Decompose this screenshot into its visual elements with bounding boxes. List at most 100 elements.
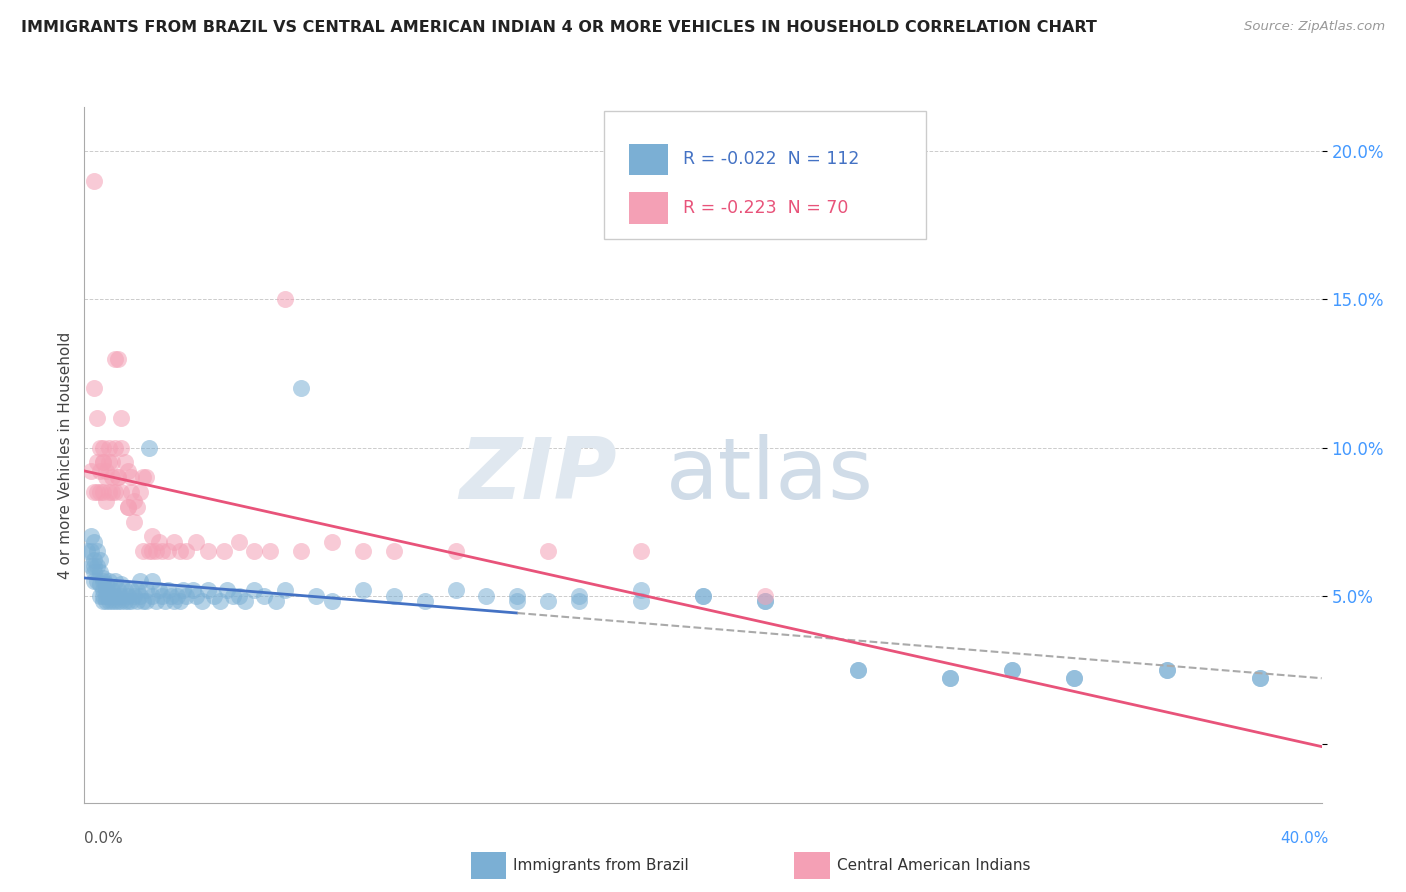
Point xyxy=(117,589,139,603)
Point xyxy=(89,441,111,455)
Point xyxy=(114,594,136,608)
Point xyxy=(141,544,163,558)
Point xyxy=(444,544,467,558)
Point xyxy=(83,553,105,567)
Point xyxy=(125,594,148,608)
Point xyxy=(215,582,238,597)
Point xyxy=(444,582,467,597)
Point xyxy=(91,594,114,608)
Point xyxy=(94,493,117,508)
Point xyxy=(104,594,127,608)
Point xyxy=(212,544,235,558)
Point xyxy=(94,464,117,478)
Point xyxy=(132,470,155,484)
Point xyxy=(537,594,560,608)
Point xyxy=(228,535,250,549)
Point xyxy=(83,484,105,499)
Point xyxy=(1249,672,1271,686)
Point xyxy=(86,544,108,558)
Point xyxy=(83,558,105,573)
Text: 40.0%: 40.0% xyxy=(1281,831,1329,846)
Point xyxy=(1156,663,1178,677)
Point xyxy=(290,381,312,395)
Point xyxy=(475,589,498,603)
Point xyxy=(135,470,157,484)
Point xyxy=(86,455,108,469)
Point xyxy=(243,544,266,558)
Point xyxy=(98,455,121,469)
Point xyxy=(259,544,281,558)
Point xyxy=(163,594,186,608)
Point xyxy=(79,544,101,558)
Point xyxy=(321,535,343,549)
Point xyxy=(1156,663,1178,677)
Point xyxy=(352,582,374,597)
Point xyxy=(89,484,111,499)
Text: Source: ZipAtlas.com: Source: ZipAtlas.com xyxy=(1244,20,1385,33)
Point xyxy=(939,672,962,686)
Point xyxy=(83,574,105,588)
Point xyxy=(89,565,111,579)
Point xyxy=(754,594,776,608)
Point xyxy=(101,455,124,469)
Point xyxy=(160,589,183,603)
Point xyxy=(83,535,105,549)
Text: R = -0.022  N = 112: R = -0.022 N = 112 xyxy=(683,150,859,169)
Text: R = -0.223  N = 70: R = -0.223 N = 70 xyxy=(683,199,849,217)
Point xyxy=(1063,672,1085,686)
Point xyxy=(101,589,124,603)
Point xyxy=(114,582,136,597)
Y-axis label: 4 or more Vehicles in Household: 4 or more Vehicles in Household xyxy=(58,331,73,579)
Point xyxy=(138,544,160,558)
Point xyxy=(176,544,198,558)
Point xyxy=(76,544,98,558)
Point xyxy=(181,582,204,597)
Point xyxy=(274,293,297,307)
Point xyxy=(191,594,214,608)
Point xyxy=(129,484,152,499)
Point xyxy=(98,594,121,608)
Point xyxy=(89,589,111,603)
Point xyxy=(169,544,191,558)
Text: 0.0%: 0.0% xyxy=(84,831,124,846)
Point xyxy=(129,589,152,603)
Point xyxy=(141,574,163,588)
Point xyxy=(1063,672,1085,686)
Point xyxy=(98,574,121,588)
Point xyxy=(382,589,405,603)
Point xyxy=(148,535,170,549)
Point xyxy=(166,589,188,603)
Point xyxy=(120,484,142,499)
Point xyxy=(122,515,145,529)
Point xyxy=(110,589,132,603)
Point xyxy=(1001,663,1024,677)
Point xyxy=(321,594,343,608)
Point xyxy=(163,535,186,549)
Text: ZIP: ZIP xyxy=(458,434,616,517)
Point xyxy=(184,589,207,603)
Point xyxy=(120,594,142,608)
Point xyxy=(117,594,139,608)
Point xyxy=(122,493,145,508)
Point xyxy=(120,470,142,484)
Point xyxy=(754,589,776,603)
Point xyxy=(114,455,136,469)
Point xyxy=(148,582,170,597)
Point xyxy=(939,672,962,686)
Point xyxy=(107,594,129,608)
Text: atlas: atlas xyxy=(666,434,875,517)
Point xyxy=(692,589,714,603)
Text: Immigrants from Brazil: Immigrants from Brazil xyxy=(513,858,689,872)
Point xyxy=(117,500,139,514)
Point xyxy=(846,663,869,677)
Point xyxy=(91,582,114,597)
Point xyxy=(94,594,117,608)
Point xyxy=(253,589,276,603)
Point xyxy=(145,594,167,608)
Point xyxy=(94,576,117,591)
Point xyxy=(91,574,114,588)
Point xyxy=(98,441,121,455)
Point xyxy=(91,484,114,499)
Point xyxy=(156,544,179,558)
FancyBboxPatch shape xyxy=(605,111,925,239)
